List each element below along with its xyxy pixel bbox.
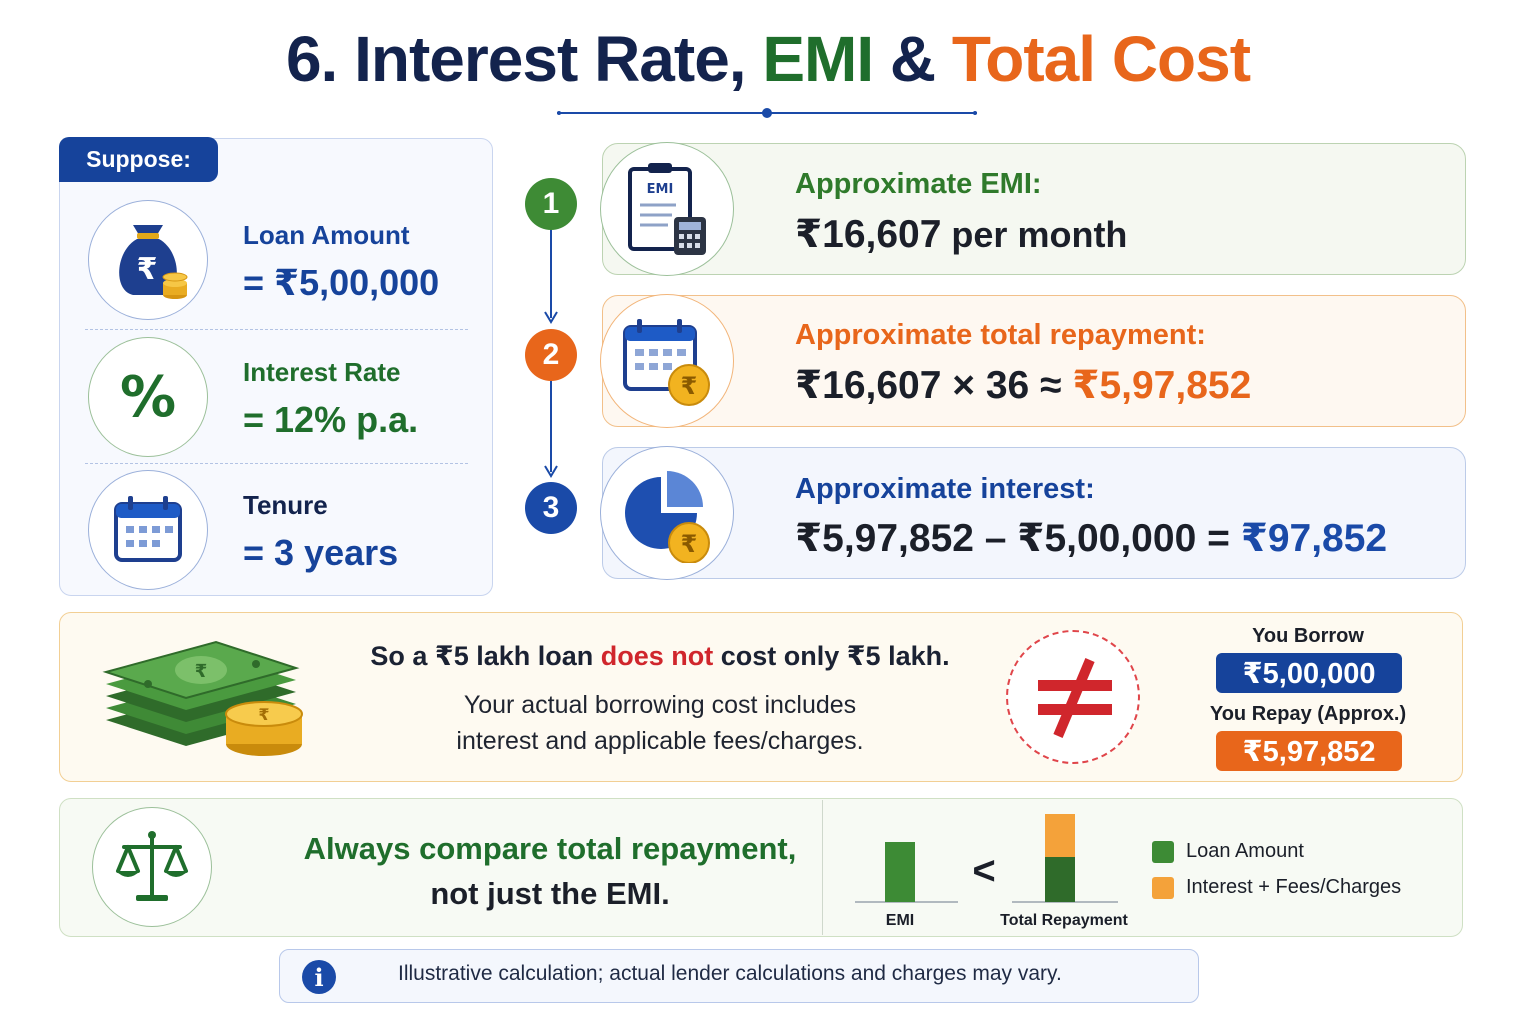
insight-subtext: Your actual borrowing cost includes inte…: [300, 687, 1020, 759]
step-emi-card: [602, 143, 1466, 275]
emi-suffix: per month: [941, 214, 1128, 255]
insight-sub-line2: interest and applicable fees/charges.: [456, 727, 864, 755]
insight-head-emphasis: does not: [600, 641, 714, 671]
compare-divider: [822, 800, 823, 935]
compare-message: Always compare total repayment, not just…: [250, 826, 850, 916]
less-than-sign: <: [972, 849, 995, 893]
category-label-total-repayment: Total Repayment: [1000, 912, 1128, 929]
title-divider: [557, 108, 977, 118]
insight-head-part1: So a ₹5 lakh loan: [370, 641, 601, 671]
loan-amount-value: = ₹5,00,000: [243, 262, 440, 303]
tenure-label: Tenure: [243, 490, 328, 520]
svg-text:₹: ₹: [681, 372, 698, 400]
title-part-amp: &: [873, 23, 952, 95]
insight-head-part2: cost only ₹5 lakh.: [713, 641, 950, 671]
legend-interest-fees: Interest + Fees/Charges: [1152, 876, 1401, 899]
repayment-result: ₹5,97,852: [1072, 364, 1252, 407]
title-part-1: 6. Interest Rate,: [285, 23, 763, 95]
compare-line2: not just the EMI.: [430, 876, 670, 911]
step-total-repayment-label: Approximate total repayment:: [795, 319, 1206, 351]
divider: [85, 463, 468, 464]
you-repay-value: ₹5,97,852: [1216, 731, 1402, 771]
legend-swatch-loan: [1152, 840, 1174, 863]
insight-sub-line1: Your actual borrowing cost includes: [463, 691, 857, 719]
you-borrow-label: You Borrow: [1252, 625, 1364, 647]
insight-headline: So a ₹5 lakh loan does not cost only ₹5 …: [300, 641, 1020, 672]
interest-formula: ₹5,97,852 – ₹5,00,000 =: [795, 517, 1241, 560]
pie-chart-rupee-icon: ₹: [600, 446, 734, 580]
svg-text:₹: ₹: [258, 705, 269, 724]
emi-calculator-icon: EMI: [600, 142, 734, 276]
disclaimer-box: [279, 949, 1199, 1003]
tenure-item: Tenure = 3 years: [88, 470, 478, 590]
svg-text:₹: ₹: [195, 661, 208, 682]
title-part-emi: EMI: [762, 23, 874, 95]
bar-total-interest-fees: [1045, 814, 1075, 857]
emi-amount: ₹16,607: [795, 213, 942, 256]
step-total-repayment-value: ₹16,607 × 36 ≈ ₹5,97,852: [795, 363, 1251, 408]
disclaimer-text: Illustrative calculation; actual lender …: [398, 962, 1062, 985]
loan-amount-item: ₹ Loan Amount = ₹5,00,000: [88, 200, 478, 320]
repayment-formula: ₹16,607 × 36 ≈: [795, 364, 1073, 407]
legend-swatch-interest: [1152, 876, 1174, 899]
legend-loan-amount: Loan Amount: [1152, 840, 1304, 863]
emi-icon-text: EMI: [647, 182, 674, 197]
step-number-3: 3: [525, 482, 577, 534]
category-label-emi: EMI: [886, 912, 914, 929]
interest-rate-item: % Interest Rate = 12% p.a.: [88, 337, 478, 457]
legend-loan-label: Loan Amount: [1186, 840, 1304, 862]
interest-result: ₹97,852: [1240, 517, 1388, 560]
legend-interest-label: Interest + Fees/Charges: [1186, 876, 1402, 898]
svg-text:₹: ₹: [137, 252, 158, 287]
money-bag-icon: ₹: [88, 200, 208, 320]
percent-icon: %: [88, 337, 208, 457]
svg-text:%: %: [120, 365, 176, 430]
title-part-total-cost: Total Cost: [951, 23, 1251, 95]
you-repay-label: You Repay (Approx.): [1209, 703, 1407, 725]
step-interest-label: Approximate interest:: [795, 473, 1095, 505]
you-borrow-value: ₹5,00,000: [1216, 653, 1402, 693]
calendar-rupee-icon: ₹: [600, 294, 734, 428]
calendar-icon: [88, 470, 208, 590]
step-emi-value: ₹16,607 per month: [795, 212, 1127, 257]
step-number-1: 1: [525, 178, 577, 230]
compare-line1: Always compare total repayment,: [303, 831, 797, 866]
step-emi-label: Approximate EMI:: [795, 168, 1042, 200]
bar-emi: [885, 842, 915, 902]
emi-vs-total-chart: < EMI Total Repayment: [855, 814, 1129, 929]
balance-scale-icon: [92, 807, 212, 927]
cash-stack-icon: ₹ ₹: [102, 640, 303, 756]
not-equal-icon: [1006, 630, 1140, 764]
divider: [85, 329, 468, 330]
step-number-2: 2: [525, 329, 577, 381]
step-total-repayment-card: [602, 295, 1466, 427]
tenure-value: = 3 years: [243, 532, 399, 573]
step-interest-card: [602, 447, 1466, 579]
suppose-tag: Suppose:: [59, 137, 218, 182]
step-connector: [544, 228, 558, 478]
step-interest-value: ₹5,97,852 – ₹5,00,000 = ₹97,852: [795, 516, 1387, 561]
bar-total-loan-amount: [1045, 857, 1075, 902]
interest-rate-label: Interest Rate: [243, 357, 401, 387]
page-title: 6. Interest Rate, EMI & Total Cost: [0, 22, 1536, 96]
loan-amount-label: Loan Amount: [243, 220, 410, 250]
compare-panel: [59, 798, 1463, 937]
svg-text:₹: ₹: [681, 530, 698, 558]
info-icon: i: [302, 960, 336, 994]
interest-rate-value: = 12% p.a.: [243, 399, 419, 440]
